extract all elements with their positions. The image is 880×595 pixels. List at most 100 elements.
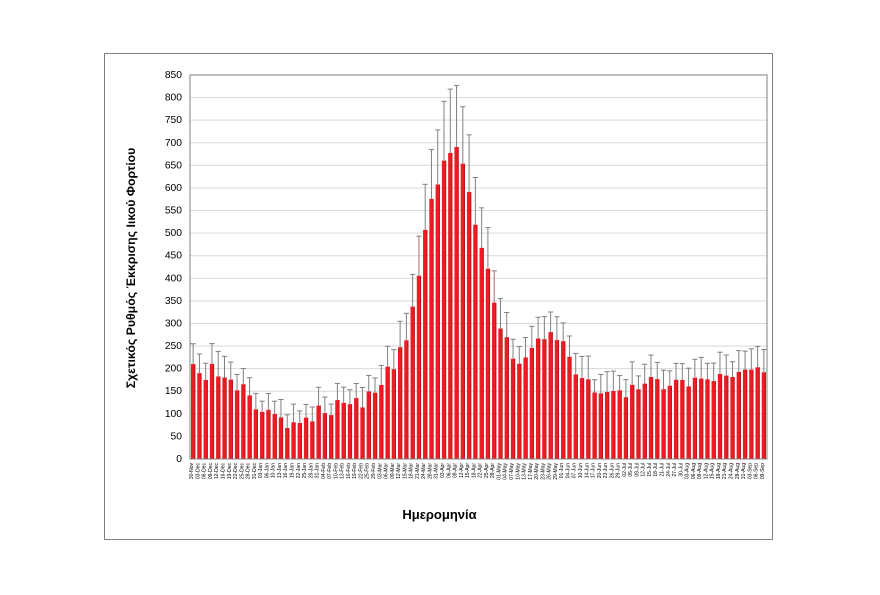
svg-text:18-Mar: 18-Mar: [409, 463, 415, 479]
svg-text:05-Jul: 05-Jul: [628, 463, 634, 477]
svg-text:04-May: 04-May: [503, 463, 509, 480]
svg-text:04-Feb: 04-Feb: [321, 463, 327, 479]
svg-text:14-Jun: 14-Jun: [584, 463, 590, 479]
svg-text:03-Aug: 03-Aug: [685, 463, 691, 479]
svg-text:06-Aug: 06-Aug: [691, 463, 697, 479]
svg-text:28-Jan: 28-Jan: [308, 463, 314, 479]
svg-text:09-Apr: 09-Apr: [453, 463, 459, 478]
svg-text:800: 800: [165, 93, 182, 104]
svg-text:550: 550: [165, 206, 182, 217]
svg-text:17-May: 17-May: [528, 463, 534, 480]
svg-text:12-Aug: 12-Aug: [703, 463, 709, 479]
svg-text:25-Jan: 25-Jan: [302, 463, 308, 479]
svg-text:19-Dec: 19-Dec: [227, 463, 233, 480]
svg-text:28-Mar: 28-Mar: [427, 463, 433, 479]
svg-text:25-Apr: 25-Apr: [484, 463, 490, 478]
svg-text:09-Sep: 09-Sep: [760, 463, 766, 479]
svg-text:20-Jun: 20-Jun: [597, 463, 603, 479]
svg-text:31-Aug: 31-Aug: [741, 463, 747, 479]
svg-text:26-Jun: 26-Jun: [609, 463, 615, 479]
svg-text:13-Feb: 13-Feb: [340, 463, 346, 479]
svg-text:31-Mar: 31-Mar: [434, 463, 440, 479]
svg-text:06-Sep: 06-Sep: [754, 463, 760, 479]
svg-text:700: 700: [165, 138, 182, 149]
svg-text:07-May: 07-May: [509, 463, 515, 480]
svg-text:10-Jan: 10-Jan: [271, 463, 277, 479]
svg-text:06-Apr: 06-Apr: [446, 463, 452, 478]
svg-text:17-Jun: 17-Jun: [591, 463, 597, 479]
svg-text:10-May: 10-May: [515, 463, 521, 480]
svg-text:16-Feb: 16-Feb: [346, 463, 352, 479]
svg-text:09-Mar: 09-Mar: [390, 463, 396, 479]
svg-text:22-Jan: 22-Jan: [296, 463, 302, 479]
svg-text:31-Dec: 31-Dec: [252, 463, 258, 480]
svg-text:03-Apr: 03-Apr: [440, 463, 446, 478]
svg-text:03-Mar: 03-Mar: [377, 463, 383, 479]
svg-text:12-Dec: 12-Dec: [214, 463, 220, 480]
svg-text:06-Jan: 06-Jan: [264, 463, 270, 479]
svg-text:21-Mar: 21-Mar: [415, 463, 421, 479]
svg-text:650: 650: [165, 160, 182, 171]
svg-text:0: 0: [176, 454, 182, 465]
svg-text:02-Jul: 02-Jul: [622, 463, 628, 477]
svg-text:24-Aug: 24-Aug: [729, 463, 735, 479]
svg-text:750: 750: [165, 115, 182, 126]
svg-text:450: 450: [165, 251, 182, 262]
svg-text:29-Feb: 29-Feb: [371, 463, 377, 479]
svg-text:15-Mar: 15-Mar: [402, 463, 408, 479]
svg-text:09-Dec: 09-Dec: [208, 463, 214, 480]
svg-text:400: 400: [165, 273, 182, 284]
svg-text:10-Feb: 10-Feb: [333, 463, 339, 479]
svg-text:27-Jul: 27-Jul: [672, 463, 678, 477]
svg-text:22-Dec: 22-Dec: [233, 463, 239, 480]
svg-text:09-Aug: 09-Aug: [697, 463, 703, 479]
svg-text:01-May: 01-May: [496, 463, 502, 480]
svg-text:19-Jan: 19-Jan: [289, 463, 295, 479]
svg-text:28-Aug: 28-Aug: [735, 463, 741, 479]
svg-text:12-Apr: 12-Apr: [459, 463, 465, 478]
svg-text:24-Mar: 24-Mar: [421, 463, 427, 479]
svg-text:500: 500: [165, 228, 182, 239]
svg-text:150: 150: [165, 386, 182, 397]
svg-text:06-Mar: 06-Mar: [384, 463, 390, 479]
svg-text:25-Feb: 25-Feb: [365, 463, 371, 479]
svg-text:600: 600: [165, 183, 182, 194]
svg-text:20-May: 20-May: [534, 463, 540, 480]
svg-text:100: 100: [165, 409, 182, 420]
svg-text:18-Jul: 18-Jul: [653, 463, 659, 477]
svg-text:04-Jun: 04-Jun: [565, 463, 571, 479]
svg-text:350: 350: [165, 296, 182, 307]
svg-text:23-May: 23-May: [540, 463, 546, 480]
svg-text:18-Apr: 18-Apr: [471, 463, 477, 478]
svg-text:25-Dec: 25-Dec: [239, 463, 245, 480]
svg-text:13-Jan: 13-Jan: [277, 463, 283, 479]
svg-text:31-Jan: 31-Jan: [315, 463, 321, 479]
svg-text:15-Jul: 15-Jul: [647, 463, 653, 477]
svg-text:16-Jan: 16-Jan: [283, 463, 289, 479]
svg-text:21-Aug: 21-Aug: [722, 463, 728, 479]
svg-text:10-Jun: 10-Jun: [578, 463, 584, 479]
svg-text:03-Jan: 03-Jan: [258, 463, 264, 479]
svg-text:18-Aug: 18-Aug: [716, 463, 722, 479]
svg-text:28-Dec: 28-Dec: [246, 463, 252, 480]
svg-text:30-Nov: 30-Nov: [189, 463, 195, 480]
svg-text:29-Jun: 29-Jun: [616, 463, 622, 479]
svg-text:06-Dec: 06-Dec: [202, 463, 208, 480]
svg-text:850: 850: [165, 70, 182, 81]
svg-text:07-Feb: 07-Feb: [327, 463, 333, 479]
svg-text:250: 250: [165, 341, 182, 352]
svg-text:12-Jul: 12-Jul: [641, 463, 647, 477]
svg-text:29-May: 29-May: [553, 463, 559, 480]
svg-text:22-Feb: 22-Feb: [358, 463, 364, 479]
svg-text:03-Sep: 03-Sep: [747, 463, 753, 479]
svg-text:50: 50: [171, 431, 183, 442]
svg-text:03-Dec: 03-Dec: [195, 463, 201, 480]
svg-text:13-May: 13-May: [522, 463, 528, 480]
svg-text:19-Feb: 19-Feb: [352, 463, 358, 479]
svg-text:200: 200: [165, 364, 182, 375]
svg-text:07-Jun: 07-Jun: [572, 463, 578, 479]
svg-text:28-Apr: 28-Apr: [490, 463, 496, 478]
svg-text:15-Aug: 15-Aug: [710, 463, 716, 479]
svg-text:22-Apr: 22-Apr: [478, 463, 484, 478]
svg-text:01-Jun: 01-Jun: [559, 463, 565, 479]
